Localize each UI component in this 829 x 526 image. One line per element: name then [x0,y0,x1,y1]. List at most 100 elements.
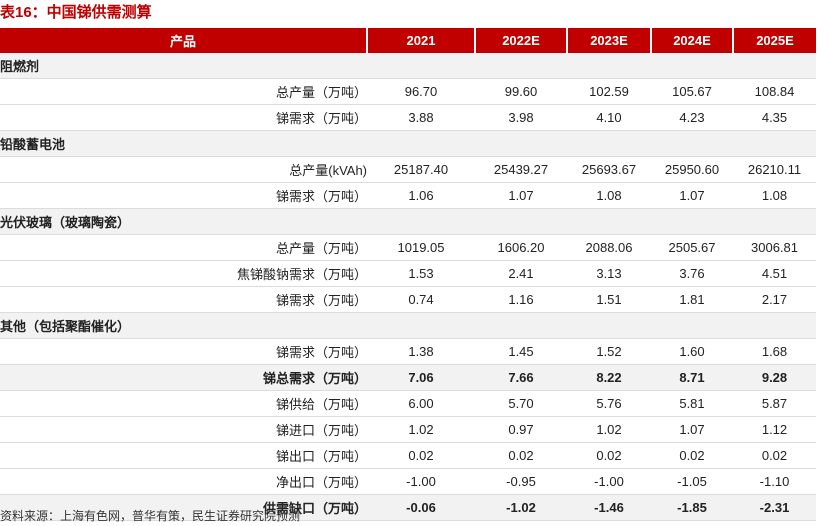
cell-value: 6.00 [367,390,475,417]
cell-value: 7.66 [475,364,567,391]
table-row: 净出口（万吨） -1.00 -0.95 -1.00 -1.05 -1.10 [0,468,816,495]
cell-value: 25187.40 [367,156,475,183]
section-row: 其他（包括聚酯催化） [0,312,816,339]
cell-value: 1.12 [733,416,816,443]
cell-value: -2.31 [733,494,816,521]
cell-value: -1.02 [475,494,567,521]
row-label: 光伏玻璃（玻璃陶瓷） [0,208,367,235]
cell-value: 2505.67 [651,234,733,261]
cell-value [367,312,475,339]
cell-value: 8.22 [567,364,651,391]
cell-value: 1606.20 [475,234,567,261]
table-row: 总产量(kVAh) 25187.40 25439.27 25693.67 25950.6… [0,156,816,183]
row-label: 锑需求（万吨） [0,286,367,313]
cell-value: -1.85 [651,494,733,521]
row-label: 锑总需求（万吨） [0,364,367,391]
cell-value: 96.70 [367,78,475,105]
row-label: 总产量（万吨） [0,234,367,261]
cell-value: 5.76 [567,390,651,417]
cell-value: 4.35 [733,104,816,131]
table-row: 锑供给（万吨） 6.00 5.70 5.76 5.81 5.87 [0,390,816,417]
cell-value: 99.60 [475,78,567,105]
table-row: 锑需求（万吨） 1.38 1.45 1.52 1.60 1.68 [0,338,816,365]
row-label: 铅酸蓄电池 [0,130,367,157]
cell-value: 0.02 [475,442,567,469]
cell-value [475,312,567,339]
cell-value: 0.02 [733,442,816,469]
cell-value: 7.06 [367,364,475,391]
cell-value: 3.98 [475,104,567,131]
source-note: 资料来源：上海有色网，普华有策，民生证券研究院预测 [0,509,301,523]
row-label: 锑进口（万吨） [0,416,367,443]
cell-value: -1.46 [567,494,651,521]
row-label: 净出口（万吨） [0,468,367,495]
table-row: 总产量（万吨） 96.70 99.60 102.59 105.67 108.84 [0,78,816,105]
cell-value: -1.00 [567,468,651,495]
cell-value [651,130,733,157]
cell-value: 1.02 [367,416,475,443]
cell-value [475,208,567,235]
cell-value [567,130,651,157]
cell-value: 4.10 [567,104,651,131]
cell-value: 0.02 [651,442,733,469]
cell-value: 1.07 [475,182,567,209]
cell-value [733,53,816,79]
cell-value: 2.17 [733,286,816,313]
header-product: 产品 [0,28,368,53]
row-label: 锑需求（万吨） [0,104,367,131]
header-year: 2024E [651,28,734,53]
cell-value: 1.68 [733,338,816,365]
row-label: 焦锑酸钠需求（万吨） [0,260,367,287]
header-year: 2022E [475,28,568,53]
cell-value: 5.87 [733,390,816,417]
cell-value: 1.52 [567,338,651,365]
cell-value: 3.88 [367,104,475,131]
cell-value: 0.74 [367,286,475,313]
row-label: 其他（包括聚酯催化） [0,312,367,339]
cell-value: 1.81 [651,286,733,313]
table-row: 锑出口（万吨） 0.02 0.02 0.02 0.02 0.02 [0,442,816,469]
cell-value: 25439.27 [475,156,567,183]
cell-value: 25693.67 [567,156,651,183]
table-row: 锑需求（万吨） 3.88 3.98 4.10 4.23 4.35 [0,104,816,131]
cell-value: 108.84 [733,78,816,105]
header-year: 2025E [733,28,816,53]
cell-value [567,208,651,235]
row-label: 总产量（万吨） [0,78,367,105]
cell-value: 1.38 [367,338,475,365]
cell-value [367,53,475,79]
header-row: 产品 2021 2022E 2023E 2024E 2025E [0,28,816,53]
cell-value: 9.28 [733,364,816,391]
table-row: 锑进口（万吨） 1.02 0.97 1.02 1.07 1.12 [0,416,816,443]
cell-value [567,53,651,79]
cell-value: 102.59 [567,78,651,105]
cell-value: 1019.05 [367,234,475,261]
cell-value: -1.00 [367,468,475,495]
cell-value: -0.95 [475,468,567,495]
cell-value: 5.70 [475,390,567,417]
cell-value [475,53,567,79]
header-year: 2021 [367,28,476,53]
supply-demand-table: 产品 2021 2022E 2023E 2024E 2025E 阻燃剂 总产量（万… [0,28,816,521]
header-year: 2023E [567,28,652,53]
table-row: 锑需求（万吨） 0.74 1.16 1.51 1.81 2.17 [0,286,816,313]
table-body: 阻燃剂 总产量（万吨） 96.70 99.60 102.59 105.67 108.84 锑需… [0,53,816,521]
cell-value [367,130,475,157]
table-row: 总产量（万吨） 1019.05 1606.20 2088.06 2505.67 3006.… [0,234,816,261]
table-row: 锑需求（万吨） 1.06 1.07 1.08 1.07 1.08 [0,182,816,209]
row-label: 供需缺口（万吨） [0,494,367,521]
cell-value [733,130,816,157]
cell-value [651,208,733,235]
cell-value: 3006.81 [733,234,816,261]
cell-value: 4.51 [733,260,816,287]
cell-value: 3.76 [651,260,733,287]
row-label: 锑出口（万吨） [0,442,367,469]
cell-value: 105.67 [651,78,733,105]
total-row: 供需缺口（万吨） -0.06 -1.02 -1.46 -1.85 -2.31 [0,494,816,521]
table-title: 表16：中国锑供需测算 [0,4,152,21]
cell-value: 1.16 [475,286,567,313]
cell-value: 1.45 [475,338,567,365]
cell-value: 0.97 [475,416,567,443]
cell-value: 26210.11 [733,156,816,183]
cell-value [733,312,816,339]
